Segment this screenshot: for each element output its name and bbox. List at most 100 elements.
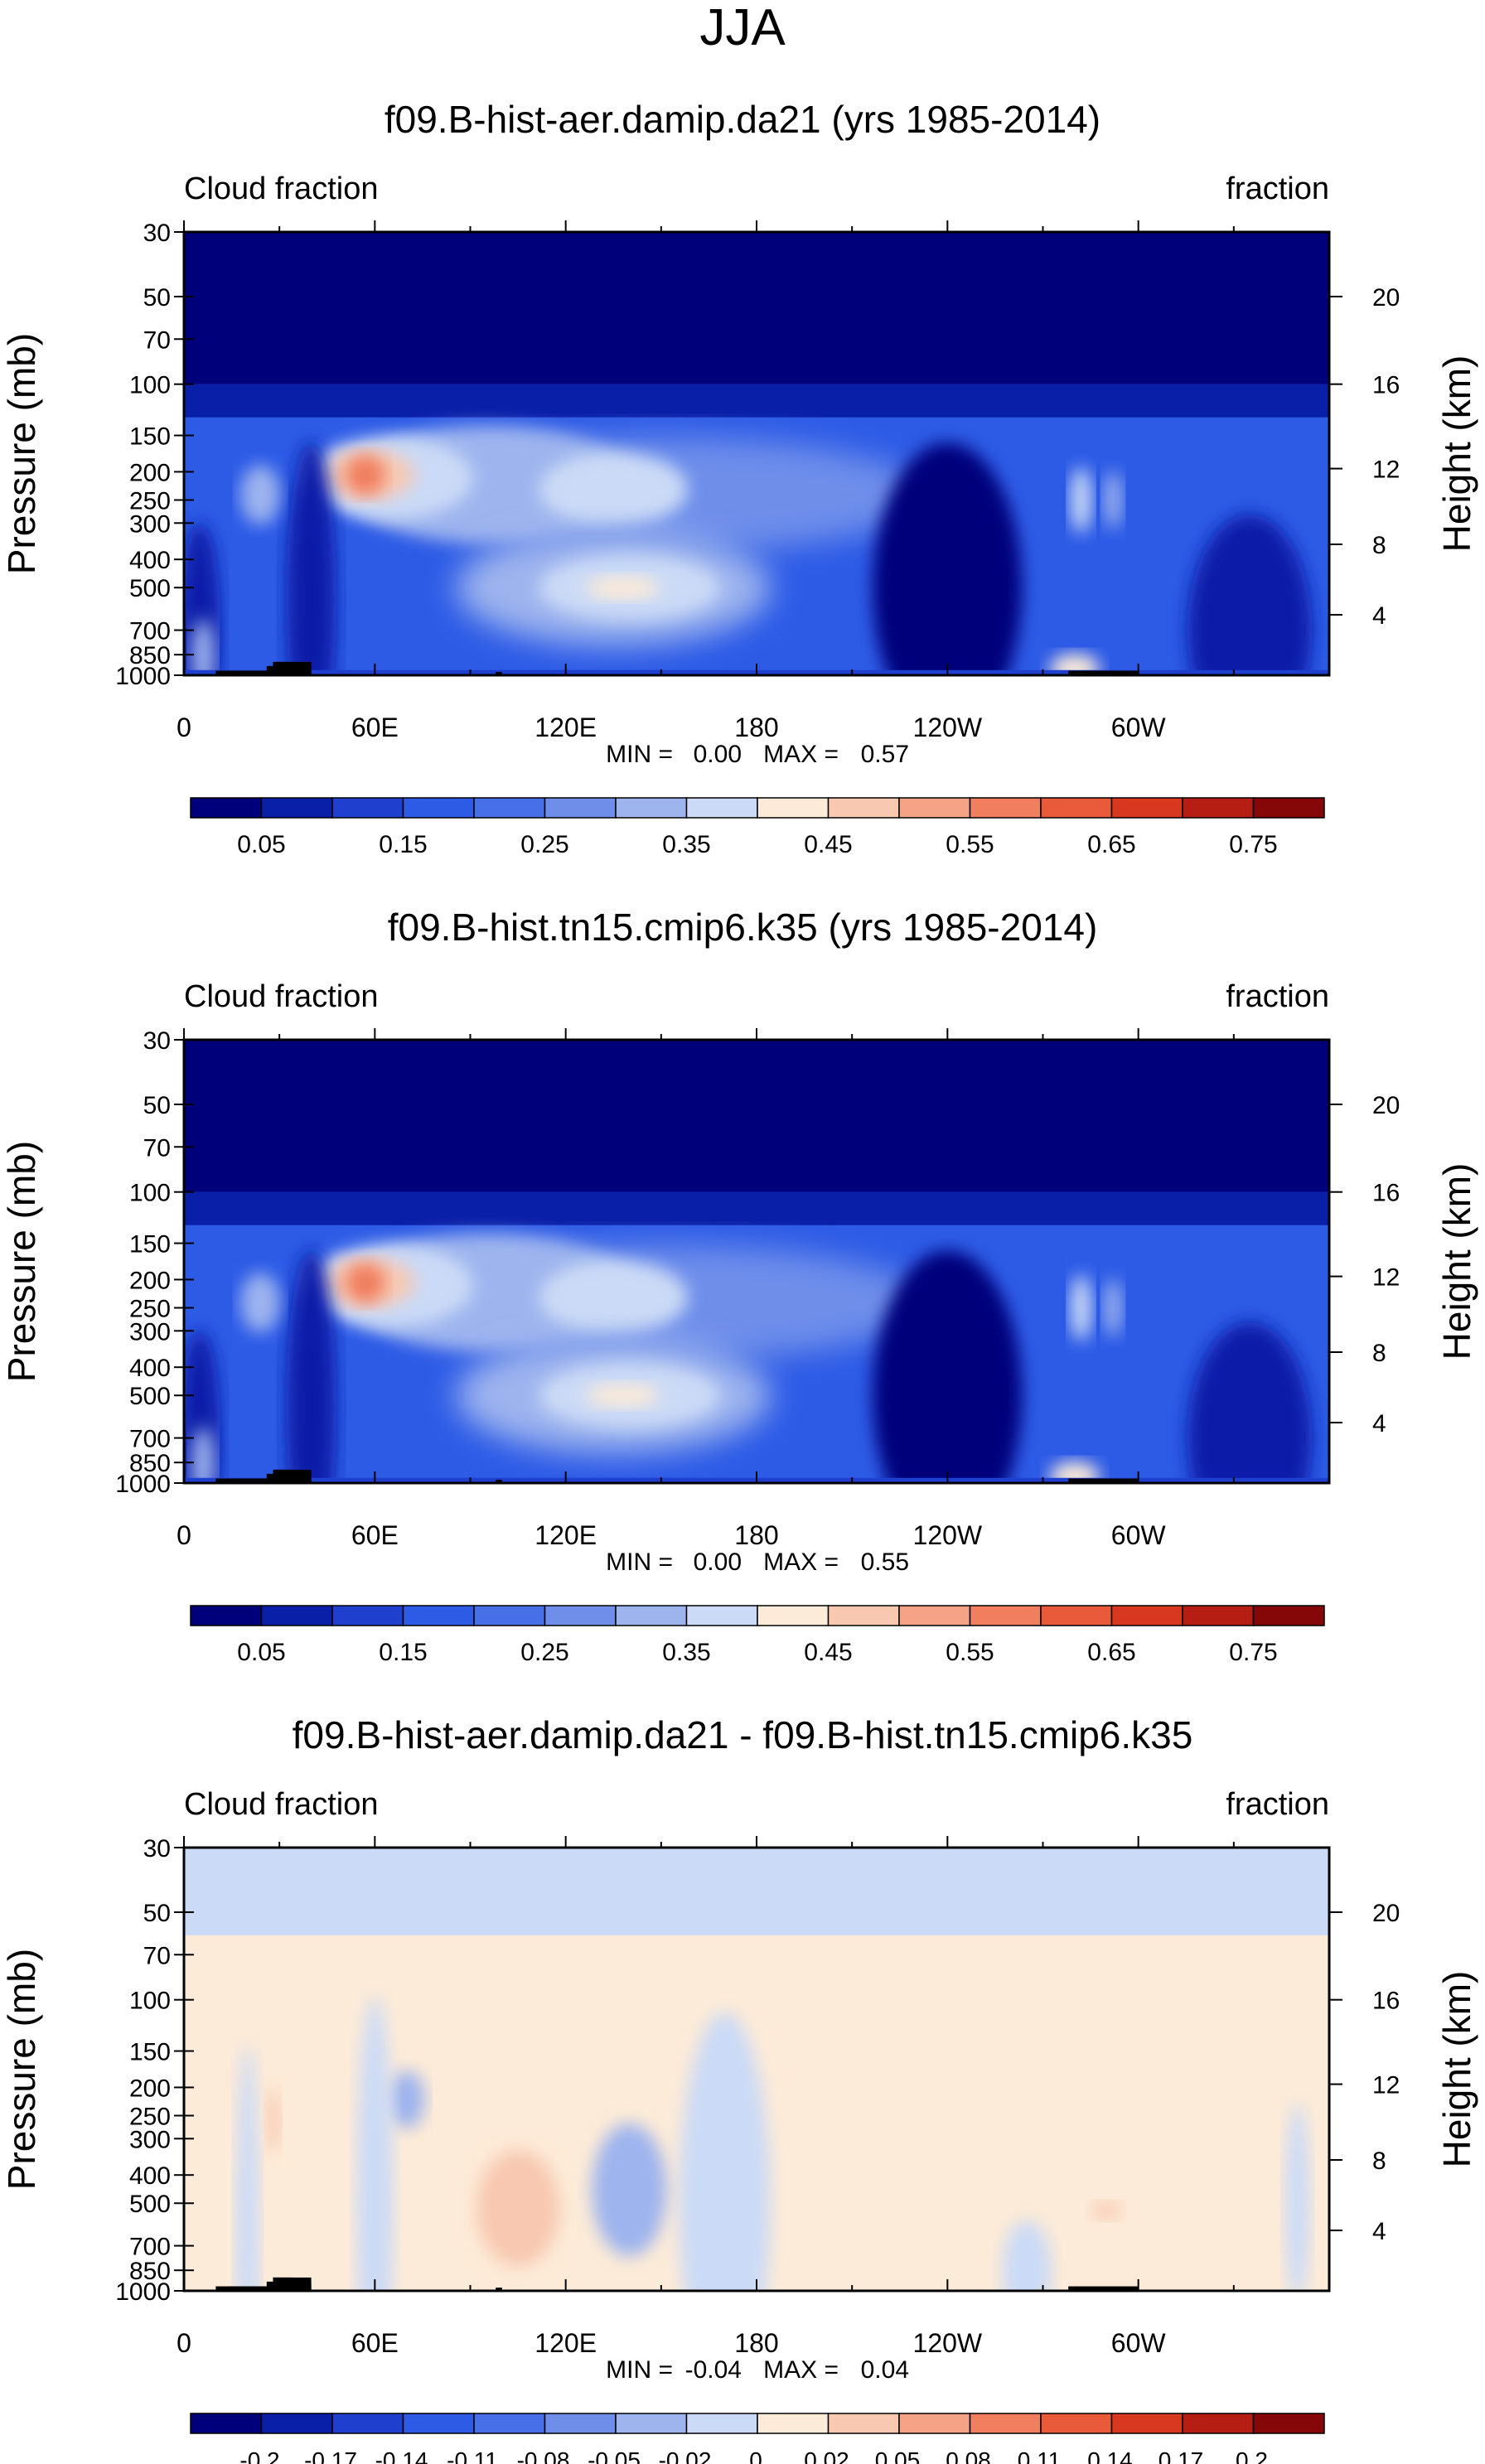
colorbar-box xyxy=(544,2413,617,2434)
colorbar-label: -0.08 xyxy=(517,2447,570,2464)
colorbar-box xyxy=(685,1605,758,1626)
negative-region-upper xyxy=(388,2070,425,2128)
x-tick-label: 0 xyxy=(177,2328,191,2358)
subsidence-region-atlantic xyxy=(1188,1321,1313,1483)
negative-region-east xyxy=(1002,2220,1052,2291)
colorbar-box xyxy=(331,797,404,819)
x-tick-label: 180 xyxy=(734,713,778,742)
contour-field xyxy=(184,1848,1329,2291)
colorbar-label: -0.05 xyxy=(588,2447,641,2464)
negative-column-west xyxy=(235,2044,259,2291)
colorbar-box xyxy=(615,797,688,819)
max-label: MAX = xyxy=(763,741,839,768)
y-tick-label: 150 xyxy=(129,1231,171,1259)
colorbar-box xyxy=(544,1605,617,1626)
colorbar-label: 0.55 xyxy=(946,1639,994,1666)
y-tick-label: 1000 xyxy=(115,663,171,690)
colorbar-box xyxy=(898,797,971,819)
colorbar-box xyxy=(190,797,263,819)
colorbar-box xyxy=(1252,1605,1325,1626)
boundary-cloud-west xyxy=(191,619,215,675)
y-tick-label: 200 xyxy=(129,2075,171,2102)
colorbar-label: 0.14 xyxy=(1087,2447,1133,2464)
x-tick-label: 120W xyxy=(913,2328,983,2358)
y-tick-label: 100 xyxy=(129,1988,171,2015)
y-tick-label: 50 xyxy=(143,284,171,312)
y-tick-label: 1000 xyxy=(115,1471,171,1498)
max-label: MAX = xyxy=(763,2356,839,2384)
colorbar-box xyxy=(260,2413,333,2434)
subsidence-region-atlantic xyxy=(1188,514,1313,675)
colorbar-box xyxy=(969,2413,1042,2434)
y-tick-label: 150 xyxy=(129,423,171,451)
colorbar-box xyxy=(402,797,475,819)
y2-tick-label: 12 xyxy=(1372,1264,1400,1292)
contour-field xyxy=(184,232,1329,675)
left-label: Cloud fraction xyxy=(184,1787,378,1822)
y2-tick-label: 8 xyxy=(1372,2148,1386,2175)
land-mask xyxy=(496,2288,502,2291)
max-label: MAX = xyxy=(763,1548,839,1576)
colorbar-box xyxy=(1182,797,1255,819)
y-tick-label: 500 xyxy=(129,2191,171,2218)
y-tick-label: 100 xyxy=(129,1180,171,1207)
x-tick-label: 60E xyxy=(351,2328,399,2358)
y-tick-label: 30 xyxy=(143,220,171,247)
y2-tick-label: 4 xyxy=(1372,2218,1386,2245)
colorbar-label: 0.15 xyxy=(379,831,427,858)
right-label: fraction xyxy=(1226,979,1329,1014)
y-tick-label: 70 xyxy=(143,1134,171,1162)
colorbar-box xyxy=(898,1605,971,1626)
y2-axis-label: Height (km) xyxy=(1435,355,1478,553)
y2-tick-label: 16 xyxy=(1372,1988,1400,2015)
colorbar-label: 0.75 xyxy=(1229,831,1277,858)
boundary-cloud-peak xyxy=(1049,654,1100,675)
y2-tick-label: 20 xyxy=(1372,284,1400,312)
colorbar-label: 0.25 xyxy=(520,831,568,858)
chart-title: f09.B-hist-aer.damip.da21 (yrs 1985-2014… xyxy=(385,98,1100,141)
y-tick-label: 30 xyxy=(143,1027,171,1055)
y-tick-label: 250 xyxy=(129,2103,171,2130)
colorbar-box xyxy=(1040,1605,1113,1626)
dry-column-africa xyxy=(286,1249,336,1483)
colorbar-label: 0.45 xyxy=(804,831,852,858)
negative-region xyxy=(679,2012,771,2291)
colorbar-label: 0.15 xyxy=(379,1639,427,1666)
x-tick-label: 120W xyxy=(913,713,983,742)
colorbar-box xyxy=(757,1605,830,1626)
max-value: 0.04 xyxy=(861,2356,909,2384)
colorbar-label: 0.2 xyxy=(1236,2447,1268,2464)
x-tick-label: 120E xyxy=(535,713,597,742)
colorbar-label: 0.45 xyxy=(804,1639,852,1666)
colorbar-box xyxy=(544,797,617,819)
colorbar-box xyxy=(190,1605,263,1626)
colorbar-label: 0.35 xyxy=(662,831,710,858)
mid-cloud-peak xyxy=(585,576,660,600)
africa-topography xyxy=(228,1469,312,1483)
y2-tick-label: 4 xyxy=(1372,602,1386,630)
subsidence-region xyxy=(873,442,1023,675)
colorbar-label: -0.2 xyxy=(239,2447,279,2464)
chart-panel-3: f09.B-hist-aer.damip.da21 - f09.B-hist.t… xyxy=(0,1713,1478,2464)
colorbar-label: 0.05 xyxy=(237,831,285,858)
colorbar-box xyxy=(1182,1605,1255,1626)
colorbar-box xyxy=(969,797,1042,819)
min-label: MIN = xyxy=(606,2356,673,2384)
colorbar-box xyxy=(402,2413,475,2434)
y-tick-label: 850 xyxy=(129,1450,171,1477)
colorbar-box xyxy=(615,1605,688,1626)
y-tick-label: 50 xyxy=(143,1092,171,1119)
colorbar-box xyxy=(1252,2413,1325,2434)
y2-axis-label: Height (km) xyxy=(1435,1163,1478,1360)
colorbar-box xyxy=(402,1605,475,1626)
colorbar-label: 0.17 xyxy=(1158,2447,1204,2464)
x-tick-label: 120E xyxy=(535,1520,597,1550)
y2-tick-label: 16 xyxy=(1372,372,1400,399)
colorbar-box xyxy=(1110,1605,1183,1626)
x-tick-label: 60E xyxy=(351,1520,399,1550)
upper-max-peak-center xyxy=(345,455,385,495)
x-tick-label: 60W xyxy=(1111,713,1167,742)
colorbar-label: -0.17 xyxy=(304,2447,357,2464)
colorbar-label: -0.02 xyxy=(659,2447,712,2464)
y-tick-label: 700 xyxy=(129,1426,171,1453)
